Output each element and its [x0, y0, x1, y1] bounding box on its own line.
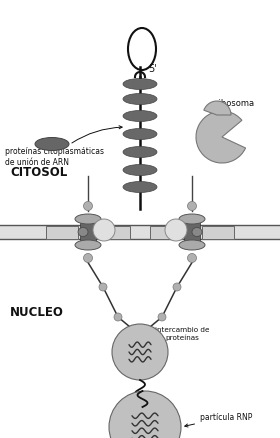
Circle shape — [173, 283, 181, 291]
Circle shape — [109, 391, 181, 438]
Ellipse shape — [35, 138, 69, 151]
Ellipse shape — [78, 227, 88, 237]
Ellipse shape — [123, 93, 157, 105]
Bar — [184, 219, 200, 245]
Wedge shape — [204, 101, 231, 115]
Circle shape — [83, 254, 92, 262]
Ellipse shape — [128, 28, 156, 70]
Bar — [0, 225, 280, 239]
Bar — [98, 226, 130, 239]
Ellipse shape — [179, 240, 205, 250]
Text: ribosoma: ribosoma — [215, 99, 254, 124]
Circle shape — [112, 324, 168, 380]
Ellipse shape — [123, 78, 157, 89]
Text: CITOSOL: CITOSOL — [10, 166, 67, 179]
Text: partícula RNP: partícula RNP — [185, 413, 252, 427]
Circle shape — [83, 201, 92, 211]
Circle shape — [165, 219, 187, 241]
Ellipse shape — [123, 146, 157, 158]
Bar — [202, 226, 234, 239]
Circle shape — [114, 313, 122, 321]
Circle shape — [99, 283, 107, 291]
Ellipse shape — [179, 214, 205, 224]
Ellipse shape — [192, 227, 202, 237]
Circle shape — [158, 313, 166, 321]
Ellipse shape — [123, 165, 157, 176]
Ellipse shape — [75, 240, 101, 250]
Ellipse shape — [75, 214, 101, 224]
Text: intercambio de
proteínas: intercambio de proteínas — [155, 327, 209, 341]
Circle shape — [93, 219, 115, 241]
Bar — [46, 226, 78, 239]
Ellipse shape — [123, 110, 157, 121]
Circle shape — [188, 201, 197, 211]
Ellipse shape — [123, 181, 157, 192]
Bar — [150, 226, 182, 239]
Wedge shape — [196, 111, 246, 163]
Circle shape — [188, 254, 197, 262]
Text: proteína de
unión a poli-A: proteína de unión a poli-A — [0, 437, 1, 438]
Text: 5': 5' — [148, 64, 157, 74]
Text: NUCLEO: NUCLEO — [10, 305, 64, 318]
Ellipse shape — [123, 128, 157, 139]
Bar — [80, 219, 96, 245]
Text: proteínas citoplasmáticas
de unión de ARN: proteínas citoplasmáticas de unión de AR… — [5, 126, 122, 167]
Text: ARNm: ARNm — [0, 437, 1, 438]
